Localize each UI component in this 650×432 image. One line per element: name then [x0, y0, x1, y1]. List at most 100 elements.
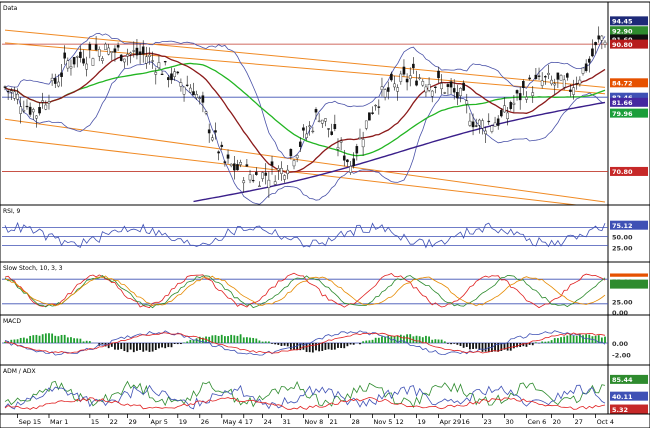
candle	[403, 67, 405, 74]
candle	[290, 149, 292, 156]
candle	[170, 74, 172, 80]
price-label-text: 81.66	[612, 99, 633, 107]
candle	[318, 121, 320, 122]
candle	[576, 84, 578, 85]
panel-frame	[0, 2, 650, 205]
candle	[265, 173, 267, 176]
candle	[95, 45, 97, 50]
macd-histogram-bar	[73, 338, 75, 343]
candle	[76, 56, 78, 57]
candle	[550, 80, 552, 84]
candle	[327, 129, 329, 130]
candle	[472, 122, 474, 127]
macd-histogram-bar	[64, 335, 66, 343]
candle	[485, 131, 487, 134]
macd-histogram-bar	[152, 343, 154, 352]
macd-histogram-bar	[453, 343, 455, 344]
macd-histogram-bar	[149, 343, 151, 352]
candle	[572, 88, 574, 95]
candle	[343, 156, 345, 161]
candle	[588, 59, 590, 62]
macd-histogram-bar	[378, 338, 380, 343]
candle	[164, 61, 166, 62]
macd-histogram-bar	[456, 343, 458, 345]
macd-histogram-bar	[381, 336, 383, 343]
macd-histogram-bar	[215, 335, 217, 343]
candle	[299, 142, 301, 147]
macd-histogram-bar	[532, 343, 534, 345]
candle	[186, 85, 188, 86]
macd-histogram-bar	[353, 343, 355, 345]
candle	[283, 176, 285, 180]
price-label-text: 90.80	[612, 41, 633, 49]
macd-histogram-bar	[42, 334, 44, 343]
macd-histogram-bar	[400, 335, 402, 343]
macd-histogram-bar	[54, 336, 56, 343]
candle	[535, 75, 537, 79]
candle	[205, 112, 207, 113]
x-tick-label: 19	[418, 418, 426, 426]
candle	[305, 134, 307, 138]
macd-histogram-bar	[127, 343, 129, 352]
candle	[101, 59, 103, 61]
candle	[167, 77, 169, 79]
price-label-text: 92.90	[612, 28, 633, 36]
candle	[86, 64, 88, 69]
candle	[139, 52, 141, 55]
macd-histogram-bar	[582, 335, 584, 343]
candle	[494, 123, 496, 127]
price-label-text: 70.80	[612, 168, 633, 176]
panel-title: Slow Stoch, 10, 3, 3	[3, 265, 63, 272]
candle	[497, 119, 499, 126]
candle	[4, 87, 6, 88]
macd-histogram-bar	[240, 334, 242, 343]
macd-histogram-bar	[312, 343, 314, 352]
macd-histogram-bar	[67, 337, 69, 343]
macd-histogram-bar	[20, 338, 22, 343]
candle	[123, 59, 125, 62]
candle	[274, 182, 276, 185]
candle	[177, 72, 179, 73]
candle	[54, 78, 56, 83]
macd-histogram-bar	[544, 342, 546, 343]
candle	[236, 164, 238, 170]
macd-histogram-bar	[284, 343, 286, 346]
x-tick-label: 31	[282, 418, 290, 426]
candle	[79, 52, 81, 58]
candle	[387, 88, 389, 92]
panel-frame	[0, 262, 650, 315]
macd-histogram-bar	[23, 338, 25, 343]
macd-histogram-bar	[36, 335, 38, 343]
macd-histogram-bar	[51, 334, 53, 343]
candle	[155, 72, 157, 74]
macd-histogram-bar	[507, 343, 509, 351]
candle	[444, 93, 446, 94]
macd-histogram-bar	[255, 339, 257, 343]
candle	[243, 181, 245, 183]
macd-histogram-bar	[39, 336, 41, 343]
candle	[563, 80, 565, 87]
macd-histogram-bar	[161, 343, 163, 347]
macd-histogram-bar	[343, 343, 345, 348]
x-tick-label: Oct 4	[597, 418, 614, 426]
candle	[13, 92, 15, 98]
candle	[280, 168, 282, 173]
macd-histogram-bar	[252, 338, 254, 343]
macd-histogram-bar	[375, 338, 377, 343]
macd-histogram-bar	[76, 338, 78, 343]
macd-histogram-bar	[328, 343, 330, 349]
candle	[60, 73, 62, 77]
candle	[287, 170, 289, 174]
candle	[120, 55, 122, 61]
macd-histogram-bar	[246, 337, 248, 343]
macd-histogram-bar	[186, 341, 188, 343]
candle	[152, 61, 154, 62]
candle	[180, 83, 182, 87]
x-tick-label: May 4	[223, 418, 243, 426]
price-label-text: 79.96	[612, 110, 633, 118]
macd-histogram-bar	[123, 343, 125, 351]
candle	[324, 118, 326, 121]
macd-histogram-bar	[183, 342, 185, 343]
macd-histogram-bar	[218, 336, 220, 343]
